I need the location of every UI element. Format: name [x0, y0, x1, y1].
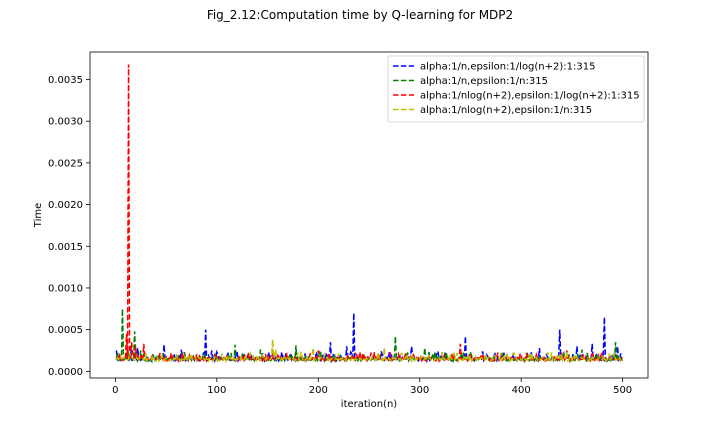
y-tick-label: 0.0005 [48, 325, 83, 336]
legend-box [387, 55, 645, 123]
x-tick-label: 400 [512, 385, 531, 396]
y-tick-label: 0.0020 [48, 200, 83, 211]
legend-label-3: alpha:1/nlog(n+2),epsilon:1/log(n+2):1:3… [420, 91, 640, 102]
y-tick-label: 0.0025 [48, 158, 83, 169]
x-tick-label: 0 [112, 385, 118, 396]
y-tick-label: 0.0030 [48, 117, 83, 128]
series-layer [115, 64, 624, 364]
legend-label-4: alpha:1/nlog(n+2),epsilon:1/n:315 [420, 105, 592, 116]
legend-label-1: alpha:1/n,epsilon:1/log(n+2):1:315 [420, 62, 595, 73]
y-axis-ticks: 0.0000 0.0005 0.0010 0.0015 0.0020 0.0025 0.00… [48, 75, 90, 378]
y-tick-label: 0.0000 [48, 367, 83, 378]
x-tick-label: 200 [309, 385, 328, 396]
y-tick-label: 0.0015 [48, 242, 83, 253]
series-line-4 [115, 339, 623, 364]
chart-title: Fig_2.12:Computation time by Q-learning … [207, 8, 513, 22]
x-axis-ticks: 0 100 200 300 400 500 [112, 378, 632, 396]
y-axis-label: Time [33, 203, 44, 228]
legend-label-2: alpha:1/n,epsilon:1/n:315 [420, 76, 548, 87]
x-tick-label: 500 [613, 385, 632, 396]
legend: alpha:1/n,epsilon:1/log(n+2):1:315 alpha:… [387, 55, 645, 123]
plot-frame [89, 51, 649, 379]
y-tick-label: 0.0035 [48, 75, 83, 86]
x-axis-label: iteration(n) [341, 399, 397, 410]
x-tick-label: 100 [207, 385, 226, 396]
x-tick-label: 300 [410, 385, 429, 396]
y-tick-label: 0.0010 [48, 283, 83, 294]
